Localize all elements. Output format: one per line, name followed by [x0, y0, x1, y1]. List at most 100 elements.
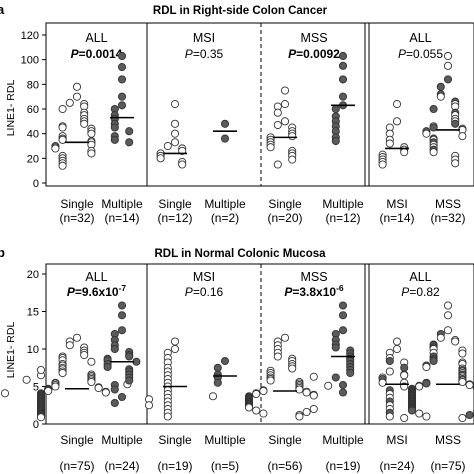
data-point [295, 412, 304, 421]
data-point [288, 155, 297, 164]
data-point [170, 100, 180, 109]
data-point [415, 409, 424, 418]
data-point [125, 352, 134, 361]
y-tick-label: 100 [21, 55, 39, 67]
data-point [309, 372, 318, 381]
data-point [65, 341, 74, 350]
x-count-label: (n=20) [267, 211, 302, 225]
data-point [80, 350, 89, 360]
data-point [443, 75, 453, 84]
data-point [436, 92, 445, 101]
x-category-label: MSI [386, 433, 407, 447]
x-category-label: Multiple [204, 197, 246, 211]
data-point [288, 132, 297, 141]
data-point [302, 407, 311, 417]
data-point [273, 120, 282, 130]
x-count-label: (n=12) [325, 211, 360, 225]
data-point [125, 376, 134, 385]
data-point [72, 92, 82, 101]
data-point [443, 61, 453, 70]
p-value: P=0.35 [185, 47, 224, 61]
x-count-label: (n=19) [157, 459, 192, 473]
data-point [309, 404, 318, 414]
data-point [415, 382, 424, 391]
p-value: P=0.0014 [71, 47, 123, 61]
panel-a-ylabel: LINE1- RDL [5, 80, 17, 137]
x-count-label: (n=75) [59, 459, 94, 473]
data-point [72, 333, 82, 342]
group-name: ALL [409, 31, 431, 45]
data-point [36, 365, 46, 375]
data-point [338, 388, 348, 397]
data-point [0, 389, 10, 398]
data-point [110, 135, 119, 144]
data-point [422, 379, 431, 388]
x-category-label: Multiple [101, 197, 143, 211]
data-point [436, 333, 445, 342]
data-point [273, 160, 282, 169]
y-tick-label: 0 [33, 419, 39, 431]
data-point [44, 386, 53, 396]
data-point [117, 301, 127, 310]
y-tick-label: 10 [27, 344, 39, 356]
x-count-label: (n=32) [59, 211, 94, 225]
x-category-label: Single [268, 197, 302, 211]
data-point [110, 123, 119, 132]
data-point [309, 391, 318, 400]
data-point [407, 406, 417, 415]
y-tick-label: 40 [27, 129, 39, 141]
x-category-label: Single [158, 197, 192, 211]
data-point [220, 356, 230, 366]
data-point [259, 386, 268, 396]
data-point [170, 344, 180, 354]
data-point [163, 141, 172, 151]
data-point [338, 75, 348, 84]
data-point [101, 388, 110, 397]
data-point [87, 149, 96, 158]
group-name: MSS [300, 31, 327, 45]
x-category-label: Single [60, 197, 94, 211]
data-point [331, 373, 340, 382]
data-point [392, 337, 402, 346]
data-point [465, 410, 474, 420]
data-point [346, 368, 355, 378]
x-category-label: Multiple [204, 433, 246, 447]
data-point [163, 412, 172, 421]
y-tick-label: 0 [33, 178, 39, 190]
group-name: MSI [193, 270, 215, 284]
data-point [58, 161, 67, 170]
data-point [443, 51, 453, 61]
x-count-label: (n=19) [325, 459, 360, 473]
data-point [378, 378, 387, 387]
y-tick-label: 20 [27, 269, 39, 281]
group-name: MSI [193, 31, 215, 45]
x-count-label: (n=24) [104, 459, 139, 473]
data-point [331, 137, 340, 146]
data-point [338, 326, 348, 335]
data-point [422, 412, 431, 421]
data-point [400, 371, 409, 380]
x-category-label: Multiple [101, 433, 143, 447]
plot-frame [45, 22, 474, 187]
data-point [170, 119, 180, 128]
data-point [436, 82, 445, 91]
data-point [451, 159, 460, 168]
data-point [458, 377, 467, 387]
x-category-label: Single [158, 433, 192, 447]
data-point [178, 160, 187, 169]
data-point [220, 134, 230, 143]
p-value: P=9.6x10-7 [67, 283, 127, 299]
data-point [385, 367, 394, 376]
data-point [443, 301, 453, 310]
data-point [422, 129, 431, 138]
data-point [273, 108, 282, 117]
x-count-label: (n=56) [267, 459, 302, 473]
data-point [259, 409, 268, 418]
data-point [458, 132, 467, 141]
data-point [400, 413, 409, 423]
data-point [80, 119, 89, 128]
y-tick-label: 15 [27, 307, 39, 319]
x-category-label: Multiple [322, 433, 364, 447]
